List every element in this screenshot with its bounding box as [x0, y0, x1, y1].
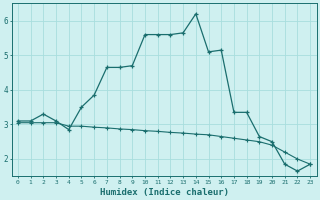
X-axis label: Humidex (Indice chaleur): Humidex (Indice chaleur) — [100, 188, 228, 197]
